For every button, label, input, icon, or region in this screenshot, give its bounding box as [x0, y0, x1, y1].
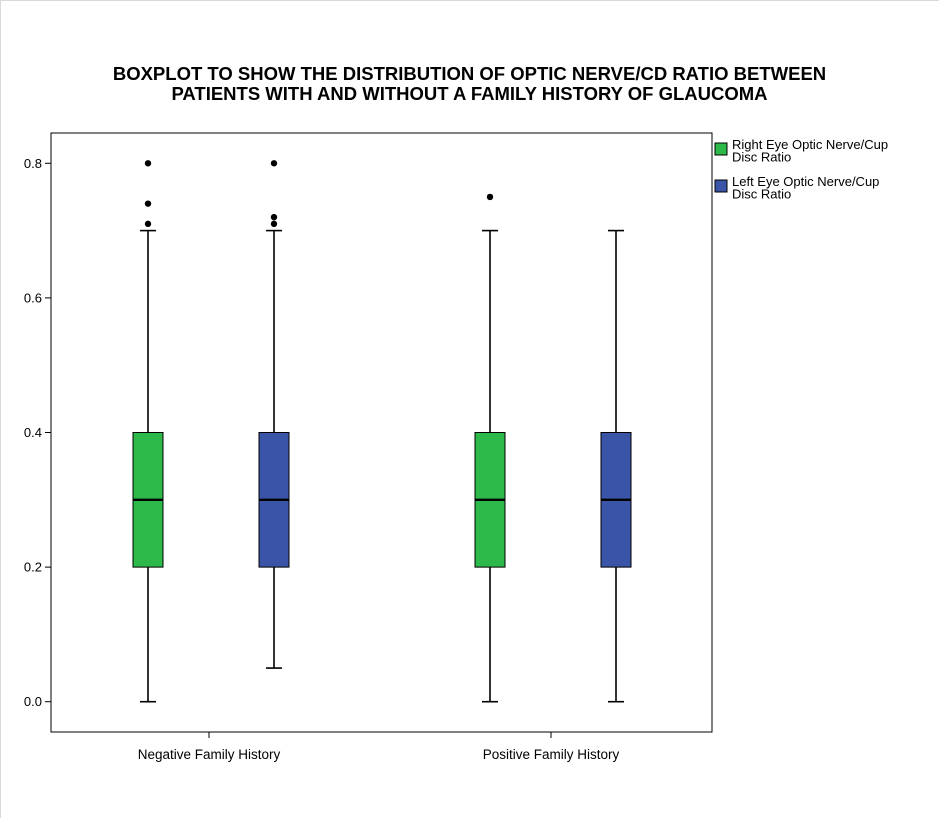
box-left-eye-negative — [258, 160, 290, 669]
legend-swatch — [714, 142, 728, 156]
outlier-point — [144, 160, 152, 167]
y-tick-label: 0.0 — [24, 694, 42, 709]
chart-title-line-2: PATIENTS WITH AND WITHOUT A FAMILY HISTO… — [171, 83, 768, 104]
legend-label-line: Right Eye Optic Nerve/Cup — [732, 137, 888, 152]
outlier-point — [486, 193, 494, 201]
boxes-layer — [132, 160, 632, 703]
x-category-label: Positive Family History — [483, 747, 620, 762]
chart-title-line-1: BOXPLOT TO SHOW THE DISTRIBUTION OF OPTI… — [112, 63, 827, 84]
box-right-eye-negative — [132, 160, 164, 703]
y-tick-label: 0.8 — [24, 156, 42, 171]
box-left-eye-positive — [600, 229, 632, 703]
x-axis: Negative Family History Positive Family H… — [138, 732, 620, 762]
legend-label-line: Left Eye Optic Nerve/Cup — [732, 174, 879, 189]
box-right-eye-positive — [474, 193, 506, 703]
legend-label-line: Disc Ratio — [732, 187, 791, 202]
outlier-point — [144, 200, 152, 207]
chart-title: BOXPLOT TO SHOW THE DISTRIBUTION OF OPTI… — [0, 64, 939, 104]
outlier-point — [144, 220, 152, 228]
legend-label-line: Disc Ratio — [732, 150, 791, 165]
outlier-point — [270, 160, 278, 167]
x-category-label: Negative Family History — [138, 747, 281, 762]
outlier-point — [270, 213, 278, 221]
y-tick-label: 0.2 — [24, 560, 42, 575]
y-tick-label: 0.6 — [24, 290, 42, 305]
legend-swatch — [714, 179, 728, 193]
y-tick-label: 0.4 — [24, 425, 42, 440]
y-axis: 0.0 0.2 0.4 0.6 0.8 — [24, 156, 51, 709]
outlier-point — [270, 220, 278, 228]
